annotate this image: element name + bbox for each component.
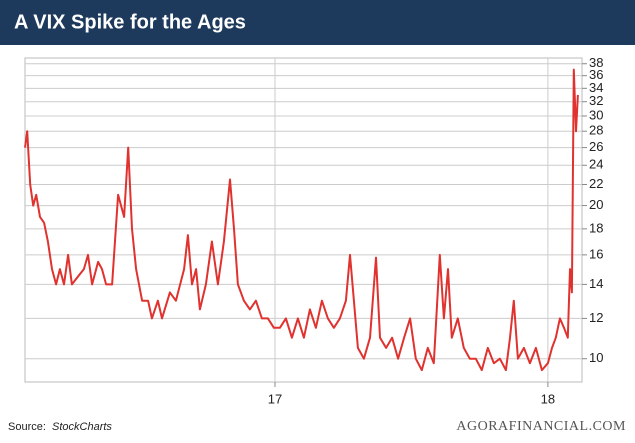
source-label: Source: [8,421,46,433]
source: StockCharts [52,421,112,433]
y-tick-label: 34 [589,80,603,95]
y-tick-label: 26 [589,139,603,154]
y-tick-label: 32 [589,93,603,108]
y-tick-label: 14 [589,276,603,291]
x-tick-label: 18 [541,391,555,406]
y-tick-label: 24 [589,157,603,172]
y-tick-label: 12 [589,310,603,325]
header-bar [0,0,635,45]
y-tick-label: 16 [589,246,603,261]
plot-area [24,57,583,383]
y-tick-label: 20 [589,197,603,212]
y-tick-label: 30 [589,107,603,122]
y-tick-label: 10 [589,350,603,365]
y-tick-label: 36 [589,67,603,82]
y-tick-label: 28 [589,123,603,138]
chart-title: A VIX Spike for the Ages [14,11,246,33]
vix-line [24,68,579,372]
credit: AGORAFINANCIAL.COM [456,419,626,434]
y-tick-label: 22 [589,176,603,191]
y-tick-label: 18 [589,220,603,235]
y-tick-label: 38 [589,55,603,70]
x-tick-label: 17 [268,391,282,406]
